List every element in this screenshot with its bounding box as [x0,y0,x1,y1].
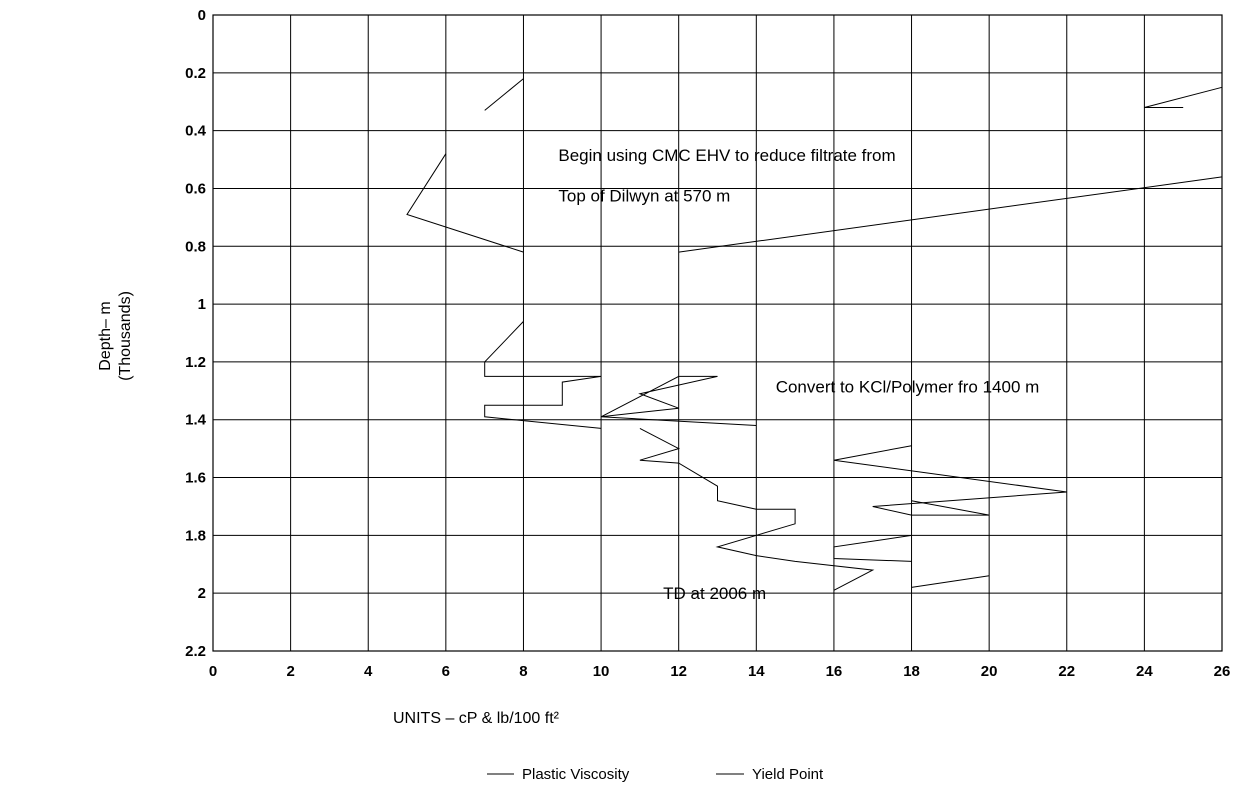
x-tick-label: 4 [364,663,373,680]
series-line-yield-point [1144,86,1223,108]
y-tick-label: 2.2 [185,643,206,660]
annotations: Begin using CMC EHV to reduce filtrate f… [558,146,1039,603]
series-line-yield-point [911,575,990,588]
series-line-yield-point [833,445,1067,516]
chart-annotation: TD at 2006 m [663,584,766,603]
y-tick-label: 1.6 [185,470,206,487]
series-line-yield-point [600,375,757,426]
series-line-yield-point [833,534,912,562]
y-tick-label: 0.2 [185,65,206,82]
chart-annotation: Top of Dilwyn at 570 m [558,186,730,205]
series-line-plastic-viscosity [639,427,875,591]
series-layer [406,78,1223,591]
x-tick-label: 26 [1214,663,1231,680]
y-tick-label: 1.8 [185,527,206,544]
series-line-plastic-viscosity [484,321,602,429]
y-tick-label: 0 [198,7,206,24]
chart-annotation: Begin using CMC EHV to reduce filtrate f… [558,146,895,165]
legend-label-yield-point: Yield Point [752,766,824,783]
x-tick-label: 14 [748,663,765,680]
series-line-yield-point [678,176,1223,253]
plot-frame [212,14,1223,652]
y-tick-label: 1 [198,296,206,313]
x-tick-label: 8 [519,663,527,680]
y-tick-label: 0.6 [185,180,206,197]
x-tick-label: 24 [1136,663,1153,680]
y-axis-subtitle: (Thousands) [117,291,134,381]
x-axis-title: UNITS – cP & lb/100 ft² [393,710,560,727]
x-tick-label: 0 [209,663,217,680]
x-tick-label: 10 [593,663,610,680]
y-tick-label: 0.8 [185,238,206,255]
series-line-plastic-viscosity [406,153,524,253]
y-tick-label: 2 [198,585,206,602]
x-tick-label: 22 [1058,663,1075,680]
y-tick-label: 0.4 [185,123,207,140]
x-tick-label: 16 [826,663,843,680]
y-axis-title: Depth– m [97,301,114,370]
grid [212,14,1223,652]
legend-label-plastic-viscosity: Plastic Viscosity [522,766,630,783]
y-tick-label: 1.2 [185,354,206,371]
series-line-plastic-viscosity [484,78,524,111]
x-tick-label: 6 [442,663,450,680]
x-tick-label: 2 [286,663,294,680]
y-tick-label: 1.4 [185,412,207,429]
x-tick-label: 18 [903,663,920,680]
x-tick-label: 20 [981,663,998,680]
tick-labels: 0 2 4 6 8 10 12 14 16 18 20 22 24 2600.20.40.60.811.2… [185,7,1230,680]
chart-annotation: Convert to KCl/Polymer fro 1400 m [776,377,1040,396]
legend: Plastic Viscosity Yield Point [487,766,824,783]
x-tick-label: 12 [670,663,687,680]
